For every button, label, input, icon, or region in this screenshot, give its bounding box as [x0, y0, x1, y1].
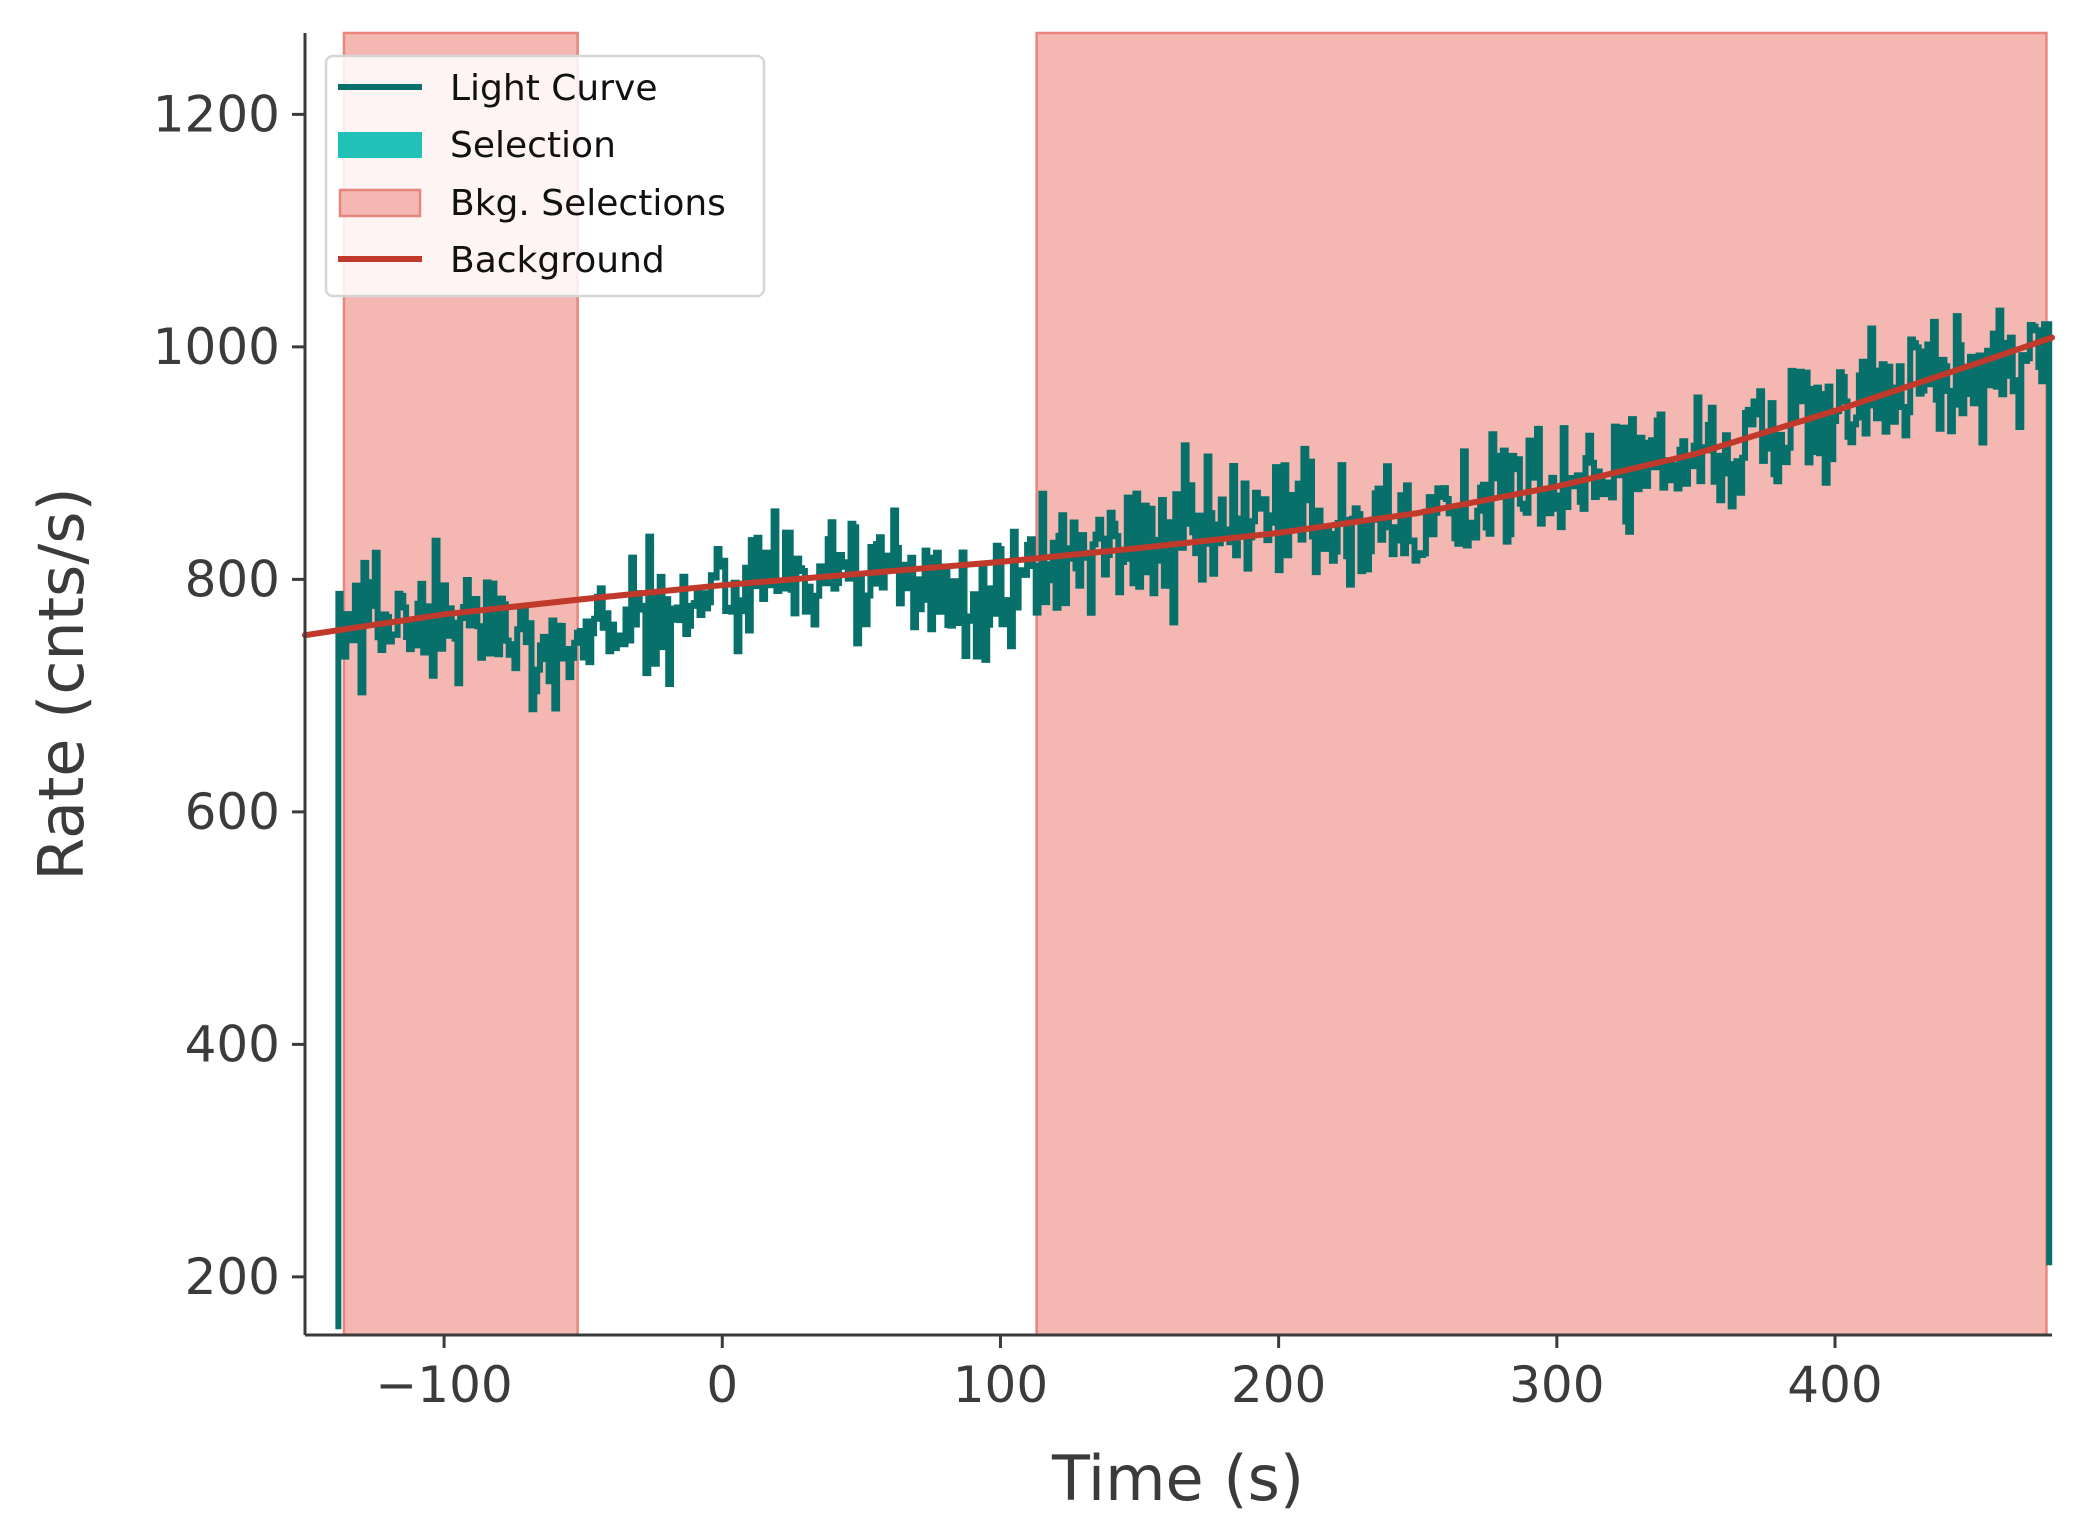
axes: [303, 33, 2052, 1337]
light-curve-layer: [335, 307, 2053, 1330]
legend-swatch-selection: [338, 132, 422, 158]
x-tick-label: 200: [1231, 1356, 1326, 1414]
legend-label-background: Background: [450, 240, 665, 281]
x-axis-label: Time (s): [1051, 1442, 1304, 1515]
y-ticks: 200 400 600 800 1000 1200: [153, 85, 305, 1306]
x-tick-label: 0: [706, 1356, 738, 1414]
y-tick-label: 200: [185, 1248, 280, 1306]
legend: Light Curve Selection Bkg. Selections Ba…: [324, 54, 766, 298]
legend-label-selection: Selection: [450, 125, 616, 166]
x-tick-label: 400: [1787, 1356, 1882, 1414]
x-tick-label: −100: [375, 1356, 512, 1414]
bkg-selection-region-1: [1035, 31, 2048, 1337]
legend-label-bkg-selections: Bkg. Selections: [450, 183, 726, 224]
legend-swatch-bkg-selections: [338, 188, 422, 218]
y-tick-label: 1000: [153, 318, 280, 376]
y-tick-label: 800: [185, 550, 280, 608]
legend-label-light-curve: Light Curve: [450, 68, 658, 109]
y-axis-label: Rate (cnts/s): [25, 487, 98, 880]
x-tick-label: 300: [1509, 1356, 1604, 1414]
y-tick-label: 400: [185, 1015, 280, 1073]
y-tick-label: 600: [185, 783, 280, 841]
background-model-layer: [302, 334, 2055, 639]
light-curve-line: [335, 307, 2053, 1330]
x-ticks: −100 0 100 200 300 400: [375, 1335, 1883, 1414]
background-model-line: [302, 334, 2055, 639]
y-tick-label: 1200: [153, 85, 280, 143]
x-tick-label: 100: [953, 1356, 1048, 1414]
legend-frame: [324, 54, 766, 298]
